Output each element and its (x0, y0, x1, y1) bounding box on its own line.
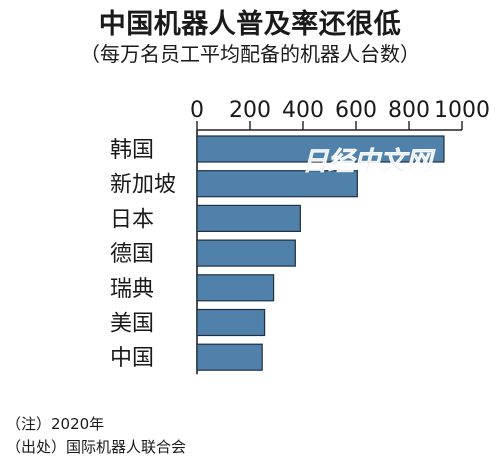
bar (196, 274, 275, 302)
category-label: 日本 (110, 207, 154, 232)
bar (196, 204, 301, 232)
bar (196, 308, 266, 337)
category-label: 美国 (110, 312, 154, 337)
category-label: 韩国 (110, 138, 154, 163)
bar (196, 343, 263, 371)
watermark-text: 日经中文网 (302, 147, 436, 177)
bar (196, 135, 445, 163)
bar (196, 170, 358, 198)
x-tick-label: 400 (282, 98, 324, 123)
footnote-note: （注）2020年 (6, 415, 105, 433)
x-tick-label: 0 (190, 98, 204, 123)
bar (196, 239, 296, 267)
footnote-source: （出处）国际机器人联合会 (6, 438, 187, 456)
x-axis: 0 200 400 600 800 1000 (190, 98, 490, 375)
category-label: 瑞典 (110, 277, 154, 302)
x-tick-label: 200 (229, 98, 271, 123)
x-tick-label: 600 (335, 98, 377, 123)
x-tick-label: 1000 (434, 98, 490, 123)
category-label: 中国 (110, 346, 154, 371)
x-tick-label: 800 (388, 98, 430, 123)
chart-subtitle: （每万名员工平均配备的机器人台数） (80, 42, 420, 66)
bars (196, 135, 445, 371)
chart-title: 中国机器人普及率还很低 (98, 9, 402, 40)
category-label: 德国 (110, 242, 154, 267)
category-label: 新加坡 (110, 173, 176, 198)
